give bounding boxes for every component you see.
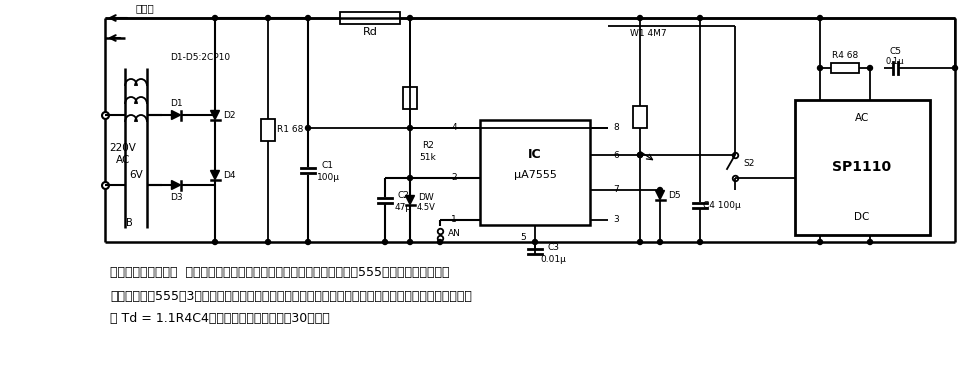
Text: R2: R2 bbox=[422, 140, 434, 149]
Bar bbox=[795, 100, 930, 235]
Text: 7: 7 bbox=[613, 186, 619, 195]
Text: 8: 8 bbox=[613, 124, 619, 133]
Bar bbox=[340, 12, 400, 24]
Text: 1: 1 bbox=[451, 216, 457, 225]
Text: SP1110: SP1110 bbox=[833, 160, 891, 174]
Circle shape bbox=[868, 66, 873, 71]
Bar bbox=[633, 106, 647, 128]
Circle shape bbox=[408, 239, 413, 245]
Polygon shape bbox=[171, 181, 181, 190]
Text: 2: 2 bbox=[451, 174, 456, 183]
Text: D2: D2 bbox=[223, 110, 235, 119]
Circle shape bbox=[306, 239, 310, 245]
Text: Rd: Rd bbox=[363, 27, 378, 37]
Text: DC: DC bbox=[854, 212, 870, 222]
Text: 3: 3 bbox=[613, 216, 619, 225]
Text: 100μ: 100μ bbox=[316, 172, 340, 181]
Circle shape bbox=[637, 16, 642, 21]
Text: C4 100μ: C4 100μ bbox=[703, 200, 740, 209]
Circle shape bbox=[637, 152, 642, 158]
Text: R4 68: R4 68 bbox=[832, 51, 858, 60]
Text: 0.01μ: 0.01μ bbox=[540, 255, 566, 264]
Circle shape bbox=[212, 239, 218, 245]
Text: D4: D4 bbox=[223, 170, 235, 179]
Circle shape bbox=[817, 66, 822, 71]
Text: IC: IC bbox=[528, 149, 542, 161]
Circle shape bbox=[306, 126, 310, 131]
Text: 6: 6 bbox=[613, 151, 619, 160]
Bar bbox=[403, 87, 417, 109]
Text: C3: C3 bbox=[547, 243, 559, 252]
Text: AN: AN bbox=[448, 229, 460, 238]
Text: 间 Td = 1.1R4C4，图中参数，最长定时为30分钟。: 间 Td = 1.1R4C4，图中参数，最长定时为30分钟。 bbox=[110, 312, 330, 324]
Circle shape bbox=[266, 239, 270, 245]
Circle shape bbox=[817, 16, 822, 21]
Text: μA7555: μA7555 bbox=[514, 170, 557, 180]
Circle shape bbox=[698, 16, 703, 21]
Text: AC: AC bbox=[855, 113, 869, 123]
Polygon shape bbox=[656, 190, 665, 200]
Bar bbox=[261, 119, 275, 141]
Circle shape bbox=[408, 176, 413, 181]
Text: D3: D3 bbox=[169, 193, 182, 202]
Circle shape bbox=[953, 66, 957, 71]
Text: AC: AC bbox=[116, 155, 130, 165]
Text: C1: C1 bbox=[322, 161, 334, 170]
Text: DW: DW bbox=[418, 193, 434, 202]
Circle shape bbox=[658, 239, 663, 245]
Circle shape bbox=[868, 239, 873, 245]
Text: R1 68: R1 68 bbox=[276, 126, 304, 135]
Text: C5: C5 bbox=[889, 48, 901, 57]
Text: 6V: 6V bbox=[129, 170, 143, 180]
Text: 5: 5 bbox=[521, 234, 525, 243]
Circle shape bbox=[408, 16, 413, 21]
Text: 4: 4 bbox=[451, 124, 456, 133]
Text: 0.1μ: 0.1μ bbox=[885, 57, 904, 67]
Polygon shape bbox=[406, 195, 414, 204]
Text: D1: D1 bbox=[169, 99, 182, 108]
Text: 4.5V: 4.5V bbox=[416, 204, 436, 213]
Polygon shape bbox=[210, 170, 220, 179]
Circle shape bbox=[266, 16, 270, 21]
Circle shape bbox=[637, 152, 642, 158]
Circle shape bbox=[382, 239, 387, 245]
Text: D1-D5:2CP10: D1-D5:2CP10 bbox=[170, 53, 230, 62]
Text: B: B bbox=[126, 218, 132, 228]
Bar bbox=[480, 120, 590, 225]
Circle shape bbox=[698, 239, 703, 245]
Polygon shape bbox=[210, 110, 220, 119]
Circle shape bbox=[438, 239, 443, 245]
Circle shape bbox=[212, 16, 218, 21]
Circle shape bbox=[637, 239, 642, 245]
Text: S2: S2 bbox=[743, 158, 755, 167]
Text: 至电器: 至电器 bbox=[135, 3, 155, 13]
Bar bbox=[831, 63, 859, 73]
Circle shape bbox=[408, 126, 413, 131]
Text: D5: D5 bbox=[667, 190, 680, 200]
Circle shape bbox=[532, 239, 537, 245]
Text: 51k: 51k bbox=[419, 152, 436, 161]
Text: 交流定时开关控制器  该电路包括降压整流、单稳定时和交流固态继电器。555构成单稳定时电路，: 交流定时开关控制器 该电路包括降压整流、单稳定时和交流固态继电器。555构成单稳… bbox=[110, 266, 450, 278]
Text: C2: C2 bbox=[397, 190, 409, 200]
Text: 220V: 220V bbox=[110, 143, 136, 153]
Text: 47μ: 47μ bbox=[394, 202, 412, 211]
Text: W1 4M7: W1 4M7 bbox=[630, 30, 667, 39]
Circle shape bbox=[817, 239, 822, 245]
Circle shape bbox=[658, 188, 663, 193]
Text: 按一下按钮，555的3脚呈高电平，使交流固态继电器接通负载；反之，交流固态继电器断开负载。定时时: 按一下按钮，555的3脚呈高电平，使交流固态继电器接通负载；反之，交流固态继电器… bbox=[110, 289, 472, 303]
Circle shape bbox=[306, 16, 310, 21]
Polygon shape bbox=[171, 110, 181, 119]
